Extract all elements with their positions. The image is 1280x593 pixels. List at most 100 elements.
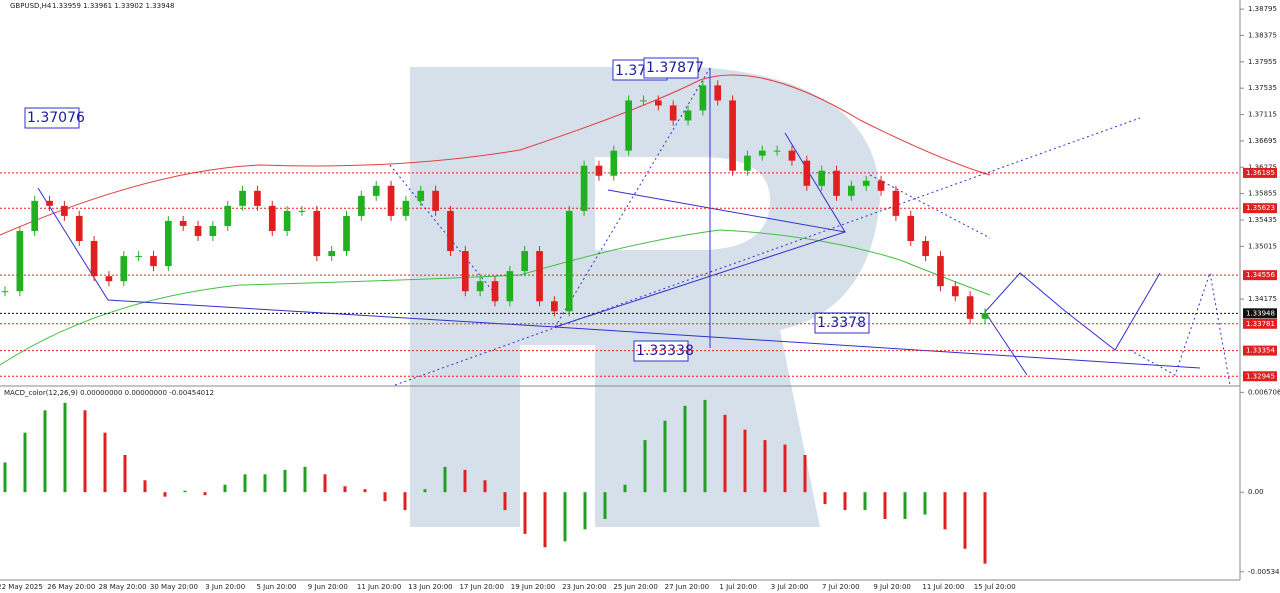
price-label: 1.36695 (1248, 137, 1277, 145)
candle (877, 180, 885, 191)
macd-bar (963, 492, 967, 549)
macd-bar (83, 410, 87, 493)
candle (417, 190, 425, 201)
macd-bar (443, 466, 447, 493)
candle (610, 150, 618, 176)
candle (654, 100, 662, 106)
macd-bar (803, 454, 807, 493)
macd-scale-label: 0.00 (1248, 488, 1264, 496)
candle (862, 180, 870, 186)
candle (536, 251, 543, 302)
time-label: 13 Jun 20:00 (408, 583, 452, 591)
candle (268, 205, 276, 231)
time-label: 1 Jul 20:00 (719, 583, 757, 591)
price-label: 1.36275 (1248, 163, 1277, 171)
price-label: 1.35015 (1248, 242, 1277, 250)
macd-bar (663, 420, 667, 493)
candle (476, 281, 484, 292)
candle (343, 215, 350, 252)
candle (981, 313, 989, 319)
time-label: 27 Jun 20:00 (665, 583, 709, 591)
macd-bar (403, 492, 407, 511)
macd-bar (823, 492, 827, 505)
moving-average (0, 74, 991, 236)
macd-bar (203, 492, 207, 496)
price-label: 1.38795 (1248, 5, 1277, 13)
candle (951, 286, 959, 297)
macd-bar (763, 440, 767, 493)
time-label: 26 May 20:00 (47, 583, 95, 591)
price-label: 1.37955 (1248, 58, 1277, 66)
time-label: 7 Jul 20:00 (822, 583, 860, 591)
macd-bar (783, 444, 787, 493)
price-tag-label: 1.36185 (1246, 169, 1275, 177)
macd-bar (343, 486, 347, 493)
candle (565, 210, 573, 312)
time-label: 9 Jun 20:00 (308, 583, 348, 591)
price-label: 1.38375 (1248, 31, 1277, 39)
price-tag (1243, 270, 1277, 281)
candle (298, 210, 306, 212)
candle (75, 215, 83, 242)
time-label: 3 Jul 20:00 (771, 583, 809, 591)
time-label: 28 May 20:00 (99, 583, 147, 591)
candle (254, 190, 261, 206)
macd-bar (383, 492, 387, 502)
macd-bar (363, 489, 367, 493)
price-label: 1.37115 (1248, 111, 1277, 119)
time-label: 9 Jul 20:00 (873, 583, 911, 591)
price-tag (1243, 318, 1277, 329)
price-label: 1.37535 (1248, 84, 1277, 92)
candle (892, 190, 900, 216)
macd-bar (563, 492, 567, 542)
candle (1, 291, 9, 293)
price-tag (1243, 308, 1277, 319)
candle (773, 150, 781, 152)
price-tag-label: 1.34556 (1246, 271, 1275, 279)
price-label: 1.34175 (1248, 295, 1277, 303)
macd-bar (883, 492, 887, 519)
macd-bar (723, 414, 727, 493)
candle (461, 251, 469, 292)
candle (179, 220, 187, 226)
candle (729, 100, 736, 171)
time-label: 30 May 20:00 (150, 583, 198, 591)
time-label: 5 Jun 20:00 (256, 583, 296, 591)
candle (313, 210, 321, 257)
candle (521, 251, 529, 272)
price-label: 1.35855 (1248, 190, 1277, 198)
price-tag (1243, 345, 1277, 356)
macd-bar (423, 489, 427, 493)
macd-bar (923, 492, 927, 515)
candle (358, 195, 365, 216)
candle (194, 225, 202, 236)
candle (640, 100, 647, 102)
symbol: GBPUSD,H4 (10, 2, 52, 10)
macd-bar (483, 480, 487, 493)
candle (387, 185, 395, 216)
candle (90, 241, 98, 277)
candle (848, 185, 855, 196)
candle (283, 210, 291, 231)
price-tag-label: 1.33354 (1246, 347, 1275, 355)
time-label: 25 Jun 20:00 (613, 583, 657, 591)
candle (551, 301, 558, 312)
candle (818, 170, 826, 186)
time-label: 11 Jun 20:00 (357, 583, 401, 591)
macd-bar (543, 492, 547, 548)
macd-bar (603, 492, 607, 519)
macd-bar (983, 492, 987, 564)
candle (16, 230, 24, 292)
candle (46, 200, 53, 206)
candle (907, 215, 915, 242)
candle (714, 85, 722, 101)
price-label: 1.35435 (1248, 216, 1277, 224)
time-label: 23 Jun 20:00 (562, 583, 606, 591)
macd-bar (303, 466, 307, 493)
macd-bar (623, 484, 627, 493)
time-label: 19 Jun 20:00 (511, 583, 555, 591)
macd-bar (43, 410, 47, 493)
candle (402, 200, 410, 216)
candle (150, 256, 157, 267)
